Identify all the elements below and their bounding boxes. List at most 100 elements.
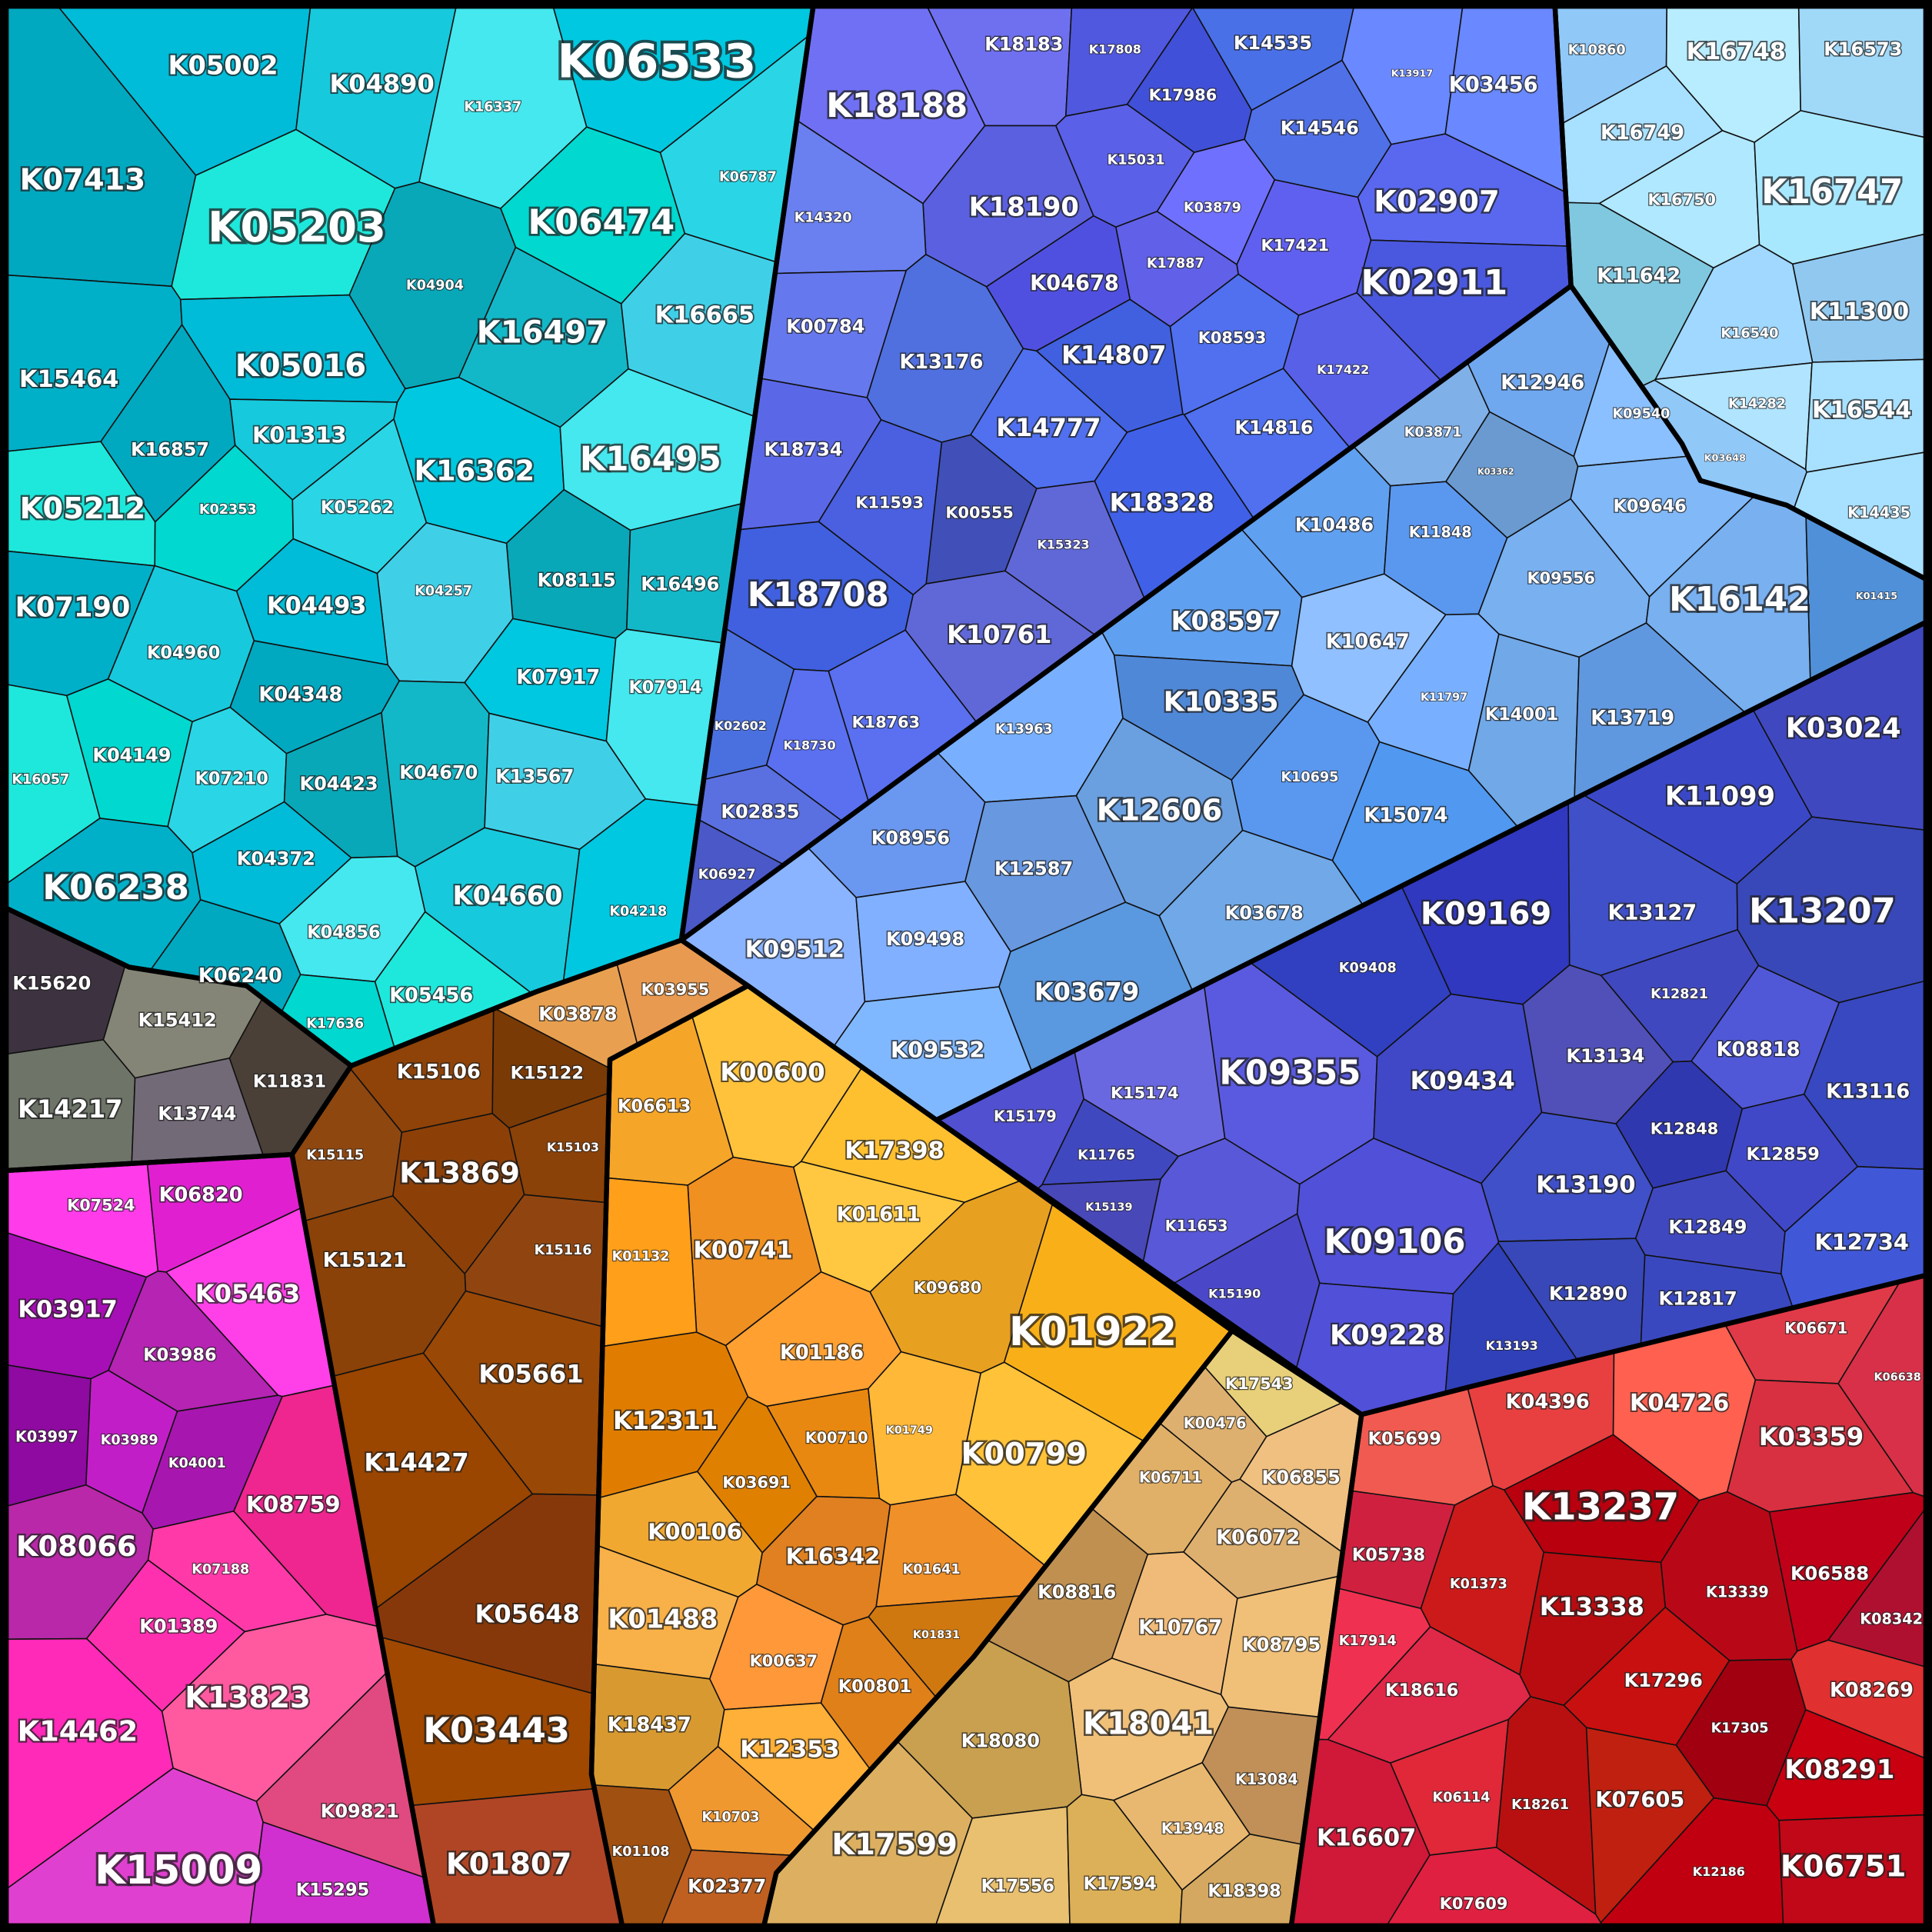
- cell-label: K06588: [1790, 1563, 1869, 1584]
- cell-label: K12606: [1097, 794, 1223, 828]
- cell-label: K03986: [143, 1345, 216, 1365]
- cell-label: K12186: [1693, 1864, 1745, 1879]
- cell-label: K12848: [1651, 1119, 1719, 1138]
- cell-label: K18734: [764, 439, 842, 461]
- cell-label: K05661: [478, 1359, 583, 1388]
- cell-label: K08818: [1717, 1038, 1800, 1061]
- cell-label: K08597: [1171, 606, 1281, 636]
- cell-label: K16362: [414, 454, 535, 487]
- cell-label: K18190: [969, 192, 1079, 222]
- cell-label: K07609: [1440, 1894, 1508, 1913]
- cell-label: K10703: [702, 1810, 760, 1825]
- cell-label: K11653: [1165, 1217, 1228, 1235]
- cell-label: K11797: [1421, 691, 1467, 704]
- cell-label: K07188: [192, 1562, 249, 1577]
- cell-label: K10761: [947, 620, 1051, 649]
- cell-label: K02602: [715, 718, 767, 733]
- cell-label: K08115: [538, 570, 616, 591]
- cell-label: K16337: [464, 99, 521, 115]
- cell-label: K04149: [92, 744, 171, 766]
- cell-label: K18261: [1511, 1797, 1569, 1813]
- cell-label: K14816: [1234, 417, 1313, 438]
- cell-label: K12311: [613, 1406, 718, 1435]
- cell-label: K07917: [516, 666, 600, 689]
- cell-label: K04890: [329, 69, 434, 98]
- cell-label: K15074: [1364, 804, 1447, 828]
- cell-label: K06751: [1780, 1850, 1907, 1884]
- cell-label: K17556: [981, 1877, 1054, 1897]
- cell-label: K05262: [321, 498, 394, 518]
- cell-label: K02377: [688, 1876, 766, 1897]
- cell-label: K13339: [1706, 1583, 1769, 1601]
- cell-label: K06927: [698, 867, 756, 882]
- cell-label: K18328: [1110, 488, 1214, 518]
- cell-label: K06671: [1785, 1320, 1848, 1337]
- cell-label: K17808: [1089, 42, 1141, 57]
- cell-label: K14282: [1728, 396, 1786, 411]
- cell-label: K00637: [750, 1652, 818, 1671]
- cell-label: K05648: [475, 1600, 580, 1629]
- cell-label: K06072: [1216, 1526, 1300, 1549]
- cell-label: K01373: [1450, 1577, 1507, 1592]
- cell-label: K05456: [389, 984, 473, 1007]
- cell-label: K13744: [158, 1103, 236, 1124]
- cell-label: K16573: [1824, 38, 1902, 60]
- cell-label: K03678: [1225, 902, 1304, 924]
- cell-label: K01186: [780, 1341, 864, 1364]
- cell-label: K04670: [399, 761, 478, 783]
- cell-label: K10860: [1568, 43, 1626, 58]
- cell-label: K00799: [961, 1437, 1088, 1471]
- cell-label: K03878: [538, 1003, 617, 1024]
- cell-label: K09680: [914, 1278, 982, 1297]
- cell-label: K05738: [1352, 1545, 1425, 1565]
- cell-label: K06240: [198, 964, 282, 988]
- cell-label: K13190: [1536, 1172, 1635, 1199]
- cell-label: K15174: [1111, 1084, 1179, 1102]
- cell-label: K06238: [42, 867, 189, 908]
- cell-label: K18183: [984, 34, 1063, 55]
- cell-label: K06114: [1433, 1790, 1491, 1805]
- cell-label: K17422: [1317, 362, 1369, 377]
- cell-label: K00784: [786, 316, 864, 338]
- cell-label: K08269: [1830, 1679, 1914, 1702]
- cell-label: K16142: [1669, 581, 1810, 619]
- cell-label: K15139: [1085, 1201, 1132, 1214]
- cell-label: K05002: [168, 50, 278, 80]
- cell-label: K03691: [722, 1473, 791, 1491]
- cell-label: K04423: [299, 773, 378, 794]
- cell-label: K15121: [323, 1249, 407, 1272]
- cell-label: K09434: [1410, 1066, 1514, 1095]
- cell-label: K09646: [1613, 496, 1686, 516]
- cell-label: K09512: [745, 937, 844, 964]
- cell-label: K18708: [748, 576, 889, 615]
- cell-label: K15190: [1208, 1287, 1261, 1301]
- cell-label: K17914: [1339, 1634, 1397, 1649]
- cell-label: K00801: [838, 1677, 911, 1697]
- cell-label: K08066: [16, 1530, 137, 1563]
- cell-label: K15122: [511, 1063, 584, 1083]
- cell-label: K14217: [18, 1094, 122, 1124]
- cell-label: K16544: [1812, 397, 1911, 424]
- cell-label: K13207: [1749, 890, 1896, 931]
- cell-label: K04960: [147, 643, 220, 663]
- cell-label: K09169: [1421, 897, 1551, 932]
- cell-label: K01488: [608, 1604, 718, 1634]
- cell-label: K13176: [899, 351, 983, 374]
- cell-label: K04493: [267, 593, 366, 620]
- cell-label: K01415: [1856, 591, 1898, 602]
- cell-label: K09408: [1339, 961, 1397, 976]
- cell-label: K06613: [618, 1097, 691, 1117]
- cell-label: K18080: [961, 1730, 1040, 1752]
- cell-label: K03443: [423, 1710, 570, 1750]
- cell-label: K17543: [1225, 1374, 1294, 1393]
- cell-label: K13567: [495, 765, 574, 787]
- cell-label: K03456: [1449, 73, 1538, 97]
- cell-label: K06855: [1262, 1467, 1341, 1488]
- cell-label: K01389: [139, 1616, 218, 1637]
- cell-label: K17296: [1624, 1670, 1703, 1691]
- cell-label: K04660: [453, 881, 563, 911]
- cell-label: K16607: [1317, 1825, 1416, 1852]
- cell-label: K01108: [612, 1844, 670, 1860]
- cell-label: K07605: [1595, 1788, 1684, 1812]
